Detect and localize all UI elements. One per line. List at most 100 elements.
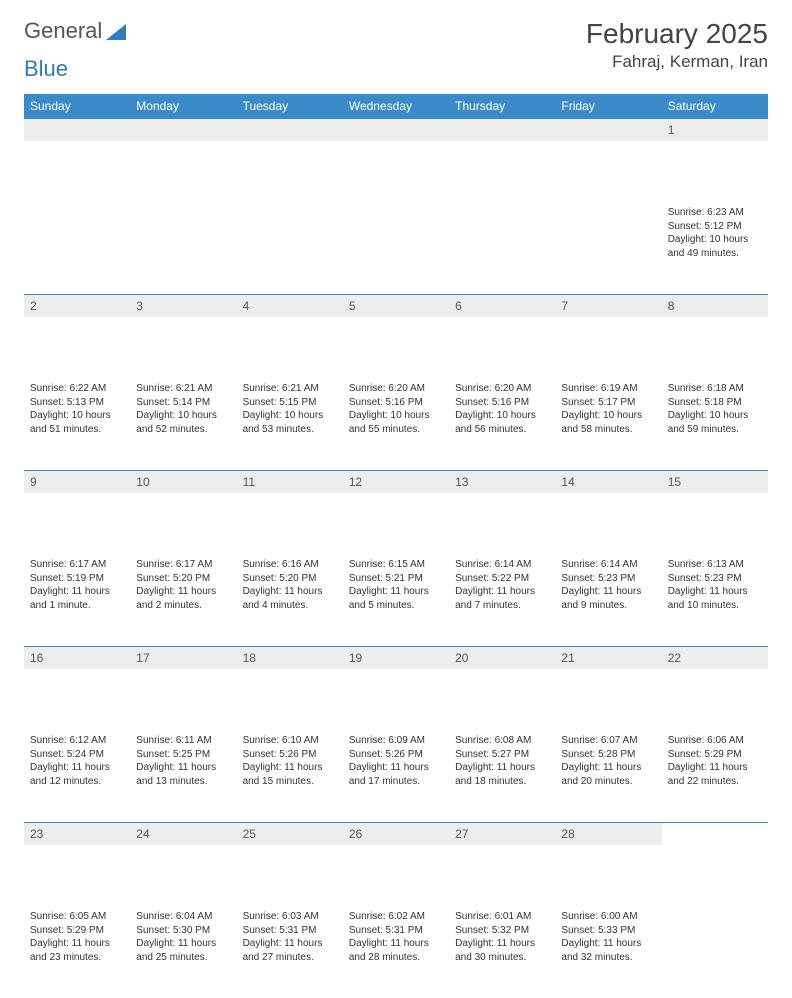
- daynum-row: 1: [24, 118, 768, 206]
- day-number: 26: [343, 822, 449, 845]
- content-row: Sunrise: 6:12 AMSunset: 5:24 PMDaylight:…: [24, 734, 768, 822]
- daylight-text: Daylight: 11 hours and 32 minutes.: [561, 937, 655, 964]
- calendar-table: Sunday Monday Tuesday Wednesday Thursday…: [24, 94, 768, 998]
- sunrise-text: Sunrise: 6:14 AM: [561, 558, 655, 572]
- day-number: 7: [555, 294, 661, 317]
- sunrise-text: Sunrise: 6:15 AM: [349, 558, 443, 572]
- daylight-text: Daylight: 11 hours and 4 minutes.: [243, 585, 337, 612]
- day-number: 15: [662, 470, 768, 493]
- day-number: 20: [449, 646, 555, 669]
- day-cell: Sunrise: 6:13 AMSunset: 5:23 PMDaylight:…: [662, 558, 768, 646]
- day-cell: Sunrise: 6:16 AMSunset: 5:20 PMDaylight:…: [237, 558, 343, 646]
- sunset-text: Sunset: 5:24 PM: [30, 748, 124, 762]
- sunrise-text: Sunrise: 6:20 AM: [349, 382, 443, 396]
- sunset-text: Sunset: 5:29 PM: [668, 748, 762, 762]
- sunrise-text: Sunrise: 6:22 AM: [30, 382, 124, 396]
- daylight-text: Daylight: 11 hours and 5 minutes.: [349, 585, 443, 612]
- sunset-text: Sunset: 5:14 PM: [136, 396, 230, 410]
- empty-day: [662, 822, 768, 845]
- day-cell: Sunrise: 6:15 AMSunset: 5:21 PMDaylight:…: [343, 558, 449, 646]
- logo: General: [24, 18, 128, 44]
- daylight-text: Daylight: 11 hours and 27 minutes.: [243, 937, 337, 964]
- day-cell: Sunrise: 6:20 AMSunset: 5:16 PMDaylight:…: [343, 382, 449, 470]
- weekday-header: Saturday: [662, 94, 768, 118]
- day-number: 16: [24, 646, 130, 669]
- daynum-row: 232425262728: [24, 822, 768, 910]
- sunrise-text: Sunrise: 6:08 AM: [455, 734, 549, 748]
- daylight-text: Daylight: 10 hours and 51 minutes.: [30, 409, 124, 436]
- sunset-text: Sunset: 5:23 PM: [668, 572, 762, 586]
- day-number: 3: [130, 294, 236, 317]
- sunset-text: Sunset: 5:23 PM: [561, 572, 655, 586]
- daylight-text: Daylight: 10 hours and 58 minutes.: [561, 409, 655, 436]
- day-cell: Sunrise: 6:02 AMSunset: 5:31 PMDaylight:…: [343, 910, 449, 998]
- sunrise-text: Sunrise: 6:02 AM: [349, 910, 443, 924]
- day-cell: Sunrise: 6:18 AMSunset: 5:18 PMDaylight:…: [662, 382, 768, 470]
- day-number: 5: [343, 294, 449, 317]
- daylight-text: Daylight: 11 hours and 1 minute.: [30, 585, 124, 612]
- sunrise-text: Sunrise: 6:14 AM: [455, 558, 549, 572]
- sunset-text: Sunset: 5:16 PM: [349, 396, 443, 410]
- day-number: 28: [555, 822, 661, 845]
- day-cell: [555, 206, 661, 294]
- empty-day: [343, 118, 449, 141]
- day-cell: [343, 206, 449, 294]
- sunrise-text: Sunrise: 6:01 AM: [455, 910, 549, 924]
- daylight-text: Daylight: 11 hours and 2 minutes.: [136, 585, 230, 612]
- daylight-text: Daylight: 10 hours and 49 minutes.: [668, 233, 762, 260]
- day-cell: [130, 206, 236, 294]
- sunrise-text: Sunrise: 6:04 AM: [136, 910, 230, 924]
- sunrise-text: Sunrise: 6:23 AM: [668, 206, 762, 220]
- empty-day: [449, 118, 555, 141]
- day-cell: Sunrise: 6:23 AMSunset: 5:12 PMDaylight:…: [662, 206, 768, 294]
- content-row: Sunrise: 6:22 AMSunset: 5:13 PMDaylight:…: [24, 382, 768, 470]
- content-row: Sunrise: 6:17 AMSunset: 5:19 PMDaylight:…: [24, 558, 768, 646]
- month-title: February 2025: [586, 18, 768, 50]
- daylight-text: Daylight: 11 hours and 30 minutes.: [455, 937, 549, 964]
- sunrise-text: Sunrise: 6:16 AM: [243, 558, 337, 572]
- day-number: 14: [555, 470, 661, 493]
- sunset-text: Sunset: 5:22 PM: [455, 572, 549, 586]
- daylight-text: Daylight: 11 hours and 15 minutes.: [243, 761, 337, 788]
- daylight-text: Daylight: 11 hours and 13 minutes.: [136, 761, 230, 788]
- day-cell: Sunrise: 6:20 AMSunset: 5:16 PMDaylight:…: [449, 382, 555, 470]
- day-cell: Sunrise: 6:01 AMSunset: 5:32 PMDaylight:…: [449, 910, 555, 998]
- weekday-header: Friday: [555, 94, 661, 118]
- sunset-text: Sunset: 5:26 PM: [243, 748, 337, 762]
- day-cell: [237, 206, 343, 294]
- sunset-text: Sunset: 5:17 PM: [561, 396, 655, 410]
- weekday-header: Sunday: [24, 94, 130, 118]
- day-cell: Sunrise: 6:04 AMSunset: 5:30 PMDaylight:…: [130, 910, 236, 998]
- day-cell: Sunrise: 6:09 AMSunset: 5:26 PMDaylight:…: [343, 734, 449, 822]
- sunset-text: Sunset: 5:33 PM: [561, 924, 655, 938]
- empty-day: [237, 118, 343, 141]
- sunrise-text: Sunrise: 6:00 AM: [561, 910, 655, 924]
- sunset-text: Sunset: 5:32 PM: [455, 924, 549, 938]
- content-row: Sunrise: 6:05 AMSunset: 5:29 PMDaylight:…: [24, 910, 768, 998]
- daylight-text: Daylight: 10 hours and 53 minutes.: [243, 409, 337, 436]
- sunset-text: Sunset: 5:20 PM: [243, 572, 337, 586]
- sunrise-text: Sunrise: 6:07 AM: [561, 734, 655, 748]
- daylight-text: Daylight: 11 hours and 20 minutes.: [561, 761, 655, 788]
- weekday-header: Monday: [130, 94, 236, 118]
- daylight-text: Daylight: 10 hours and 52 minutes.: [136, 409, 230, 436]
- sunset-text: Sunset: 5:20 PM: [136, 572, 230, 586]
- day-number: 13: [449, 470, 555, 493]
- sunset-text: Sunset: 5:26 PM: [349, 748, 443, 762]
- sunrise-text: Sunrise: 6:19 AM: [561, 382, 655, 396]
- empty-day: [24, 118, 130, 141]
- sunset-text: Sunset: 5:15 PM: [243, 396, 337, 410]
- sunset-text: Sunset: 5:25 PM: [136, 748, 230, 762]
- sunrise-text: Sunrise: 6:11 AM: [136, 734, 230, 748]
- day-cell: Sunrise: 6:12 AMSunset: 5:24 PMDaylight:…: [24, 734, 130, 822]
- day-number: 10: [130, 470, 236, 493]
- logo-text-gray: General: [24, 18, 102, 44]
- sunset-text: Sunset: 5:12 PM: [668, 220, 762, 234]
- sunrise-text: Sunrise: 6:06 AM: [668, 734, 762, 748]
- day-number: 17: [130, 646, 236, 669]
- sunset-text: Sunset: 5:31 PM: [243, 924, 337, 938]
- day-number: 1: [662, 118, 768, 141]
- daylight-text: Daylight: 11 hours and 18 minutes.: [455, 761, 549, 788]
- logo-triangle-icon: [106, 22, 126, 40]
- day-cell: Sunrise: 6:10 AMSunset: 5:26 PMDaylight:…: [237, 734, 343, 822]
